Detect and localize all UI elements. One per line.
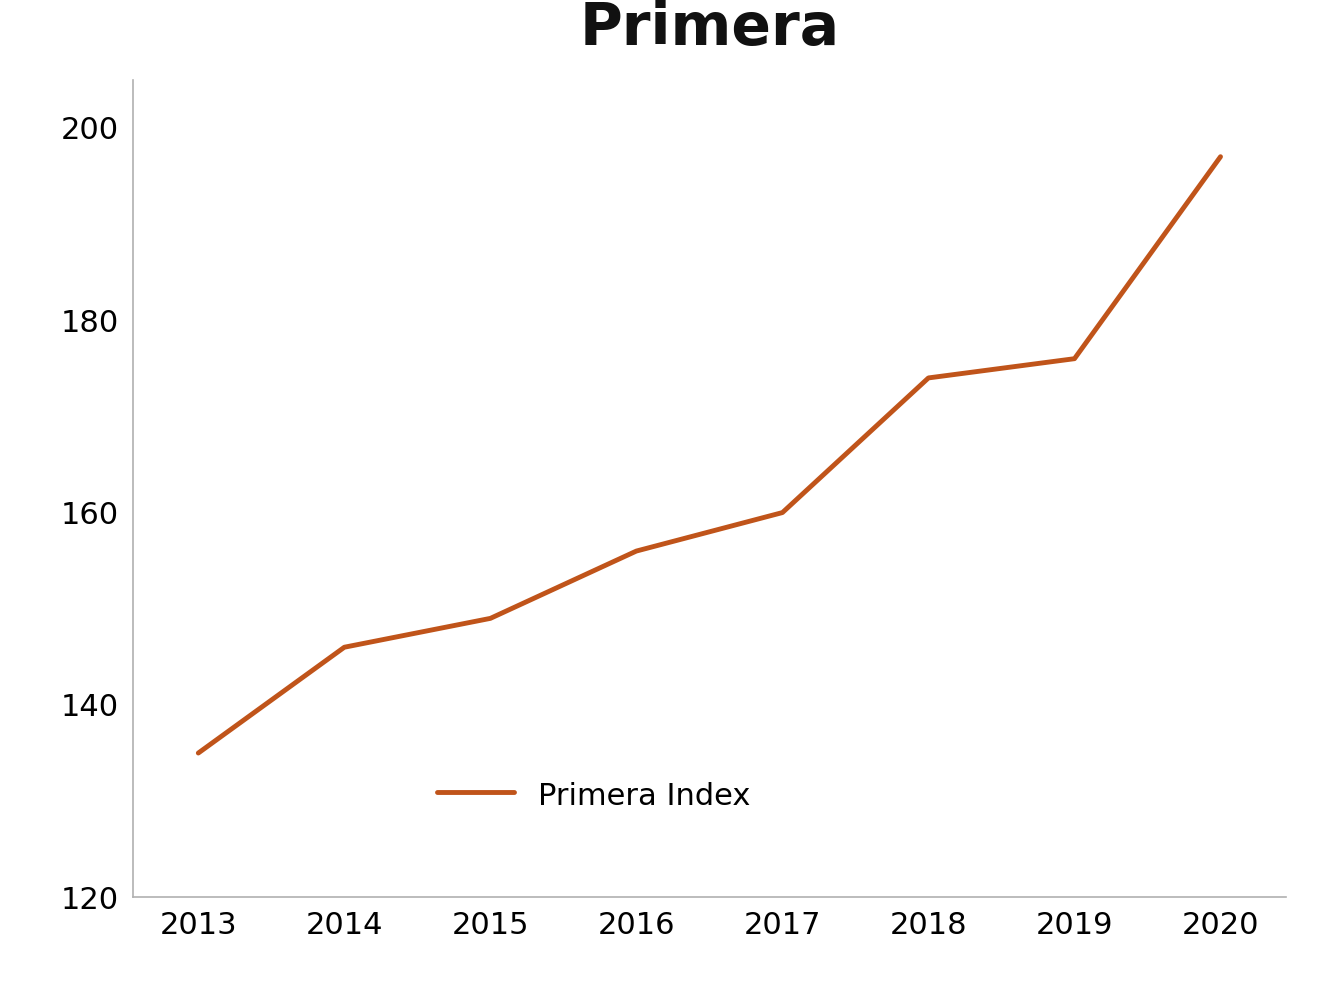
Primera Index xyxy=(483,612,499,624)
Line: Primera Index: Primera Index xyxy=(199,157,1220,753)
Primera Index xyxy=(1212,151,1228,163)
Legend: Primera Index: Primera Index xyxy=(407,748,781,841)
Primera Index xyxy=(774,506,790,518)
Primera Index xyxy=(1066,353,1082,365)
Primera Index xyxy=(629,545,644,557)
Title: Primera: Primera xyxy=(579,0,839,57)
Primera Index xyxy=(920,372,936,384)
Primera Index xyxy=(337,641,353,653)
Primera Index xyxy=(191,747,207,759)
